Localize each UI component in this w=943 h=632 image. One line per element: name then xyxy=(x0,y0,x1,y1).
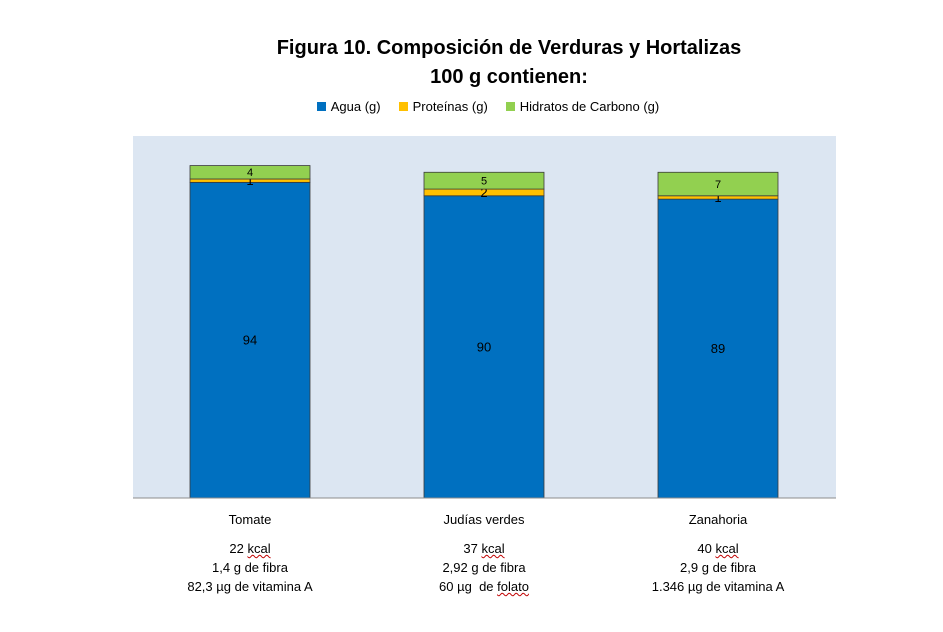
kcal-line: 37 kcal xyxy=(463,541,505,556)
data-label-tomate-proteinas-g: 1 xyxy=(246,173,253,188)
legend: Agua (g) Proteínas (g) Hidratos de Carbo… xyxy=(0,99,943,114)
data-label-zanahoria-proteinas-g: 1 xyxy=(714,190,721,205)
bar-tomate-hidratos-de-carbono-g xyxy=(189,165,311,180)
legend-item-hidratos: Hidratos de Carbono (g) xyxy=(505,99,660,114)
fibra-line: 2,9 g de fibra xyxy=(680,560,756,575)
data-label-judias-verdes-agua-g: 90 xyxy=(477,339,491,354)
vitamina-line: 82,3 µg de vitamina A xyxy=(187,579,313,594)
bar-tomate-agua-g xyxy=(189,181,311,499)
category-label-zanahoria: Zanahoria xyxy=(689,512,748,527)
legend-item-agua: Agua (g) xyxy=(316,99,381,114)
vitamina-line: 1.346 µg de vitamina A xyxy=(651,579,785,594)
fibra-line: 2,92 g de fibra xyxy=(442,560,526,575)
bar-zanahoria-agua-g xyxy=(657,198,779,499)
legend-swatch-proteinas xyxy=(398,102,408,111)
legend-item-proteinas: Proteínas (g) xyxy=(398,99,488,114)
kcal-line: 40 kcal xyxy=(697,541,739,556)
bar-zanahoria-hidratos-de-carbono-g xyxy=(657,171,779,197)
bar-judias-verdes-agua-g xyxy=(423,195,545,499)
data-label-tomate-hidratos-de-carbono-g: 4 xyxy=(247,167,253,179)
data-label-judias-verdes-hidratos-de-carbono-g: 5 xyxy=(481,176,487,188)
notes-zanahoria: 40 kcal 2,9 g de fibra 1.346 µg de vitam… xyxy=(618,539,818,596)
category-label-judias-verdes: Judías verdes xyxy=(444,512,525,527)
fibra-line: 1,4 g de fibra xyxy=(212,560,288,575)
legend-label-hidratos: Hidratos de Carbono (g) xyxy=(519,99,660,114)
chart-subtitle: 100 g contienen: xyxy=(430,66,588,88)
data-label-judias-verdes-proteinas-g: 2 xyxy=(480,185,487,200)
legend-swatch-agua xyxy=(316,102,326,111)
notes-tomate: 22 kcal 1,4 g de fibra 82,3 µg de vitami… xyxy=(150,539,350,596)
data-label-zanahoria-hidratos-de-carbono-g: 7 xyxy=(715,179,721,191)
data-label-tomate-agua-g: 94 xyxy=(243,333,257,348)
kcal-line: 22 kcal xyxy=(229,541,271,556)
chart-title: Figura 10. Composición de Verduras y Hor… xyxy=(276,37,742,59)
folato-line: 60 µg de folato xyxy=(439,579,529,594)
bar-judias-verdes-hidratos-de-carbono-g xyxy=(423,171,545,190)
notes-judias-verdes: 37 kcal 2,92 g de fibra 60 µg de folato xyxy=(384,539,584,596)
legend-label-proteinas: Proteínas (g) xyxy=(412,99,488,114)
data-label-zanahoria-agua-g: 89 xyxy=(711,341,725,356)
legend-swatch-hidratos xyxy=(505,102,515,111)
legend-label-agua: Agua (g) xyxy=(330,99,381,114)
category-label-tomate: Tomate xyxy=(229,512,272,527)
